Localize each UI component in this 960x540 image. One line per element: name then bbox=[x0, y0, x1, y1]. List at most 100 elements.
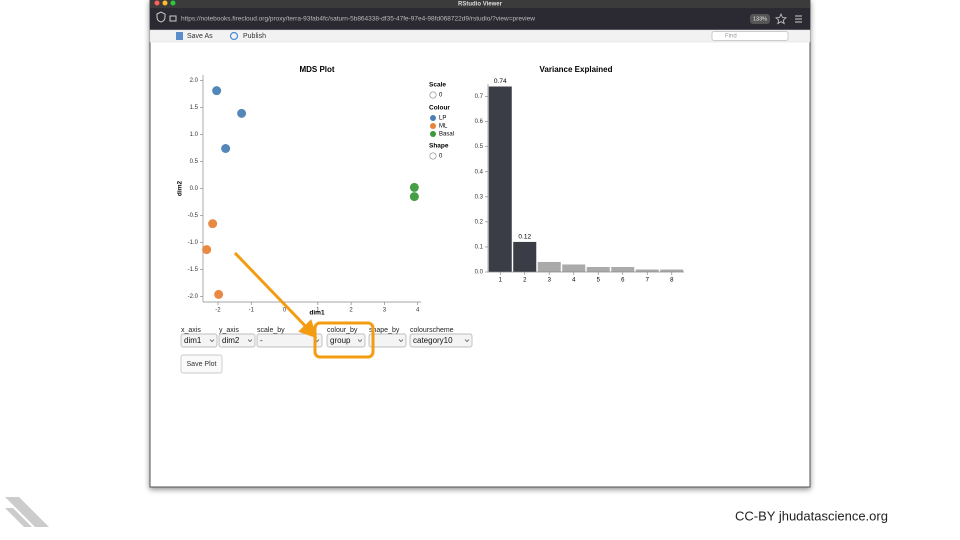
dropdown[interactable] bbox=[180, 333, 218, 348]
save-plot-label: Save Plot bbox=[187, 361, 217, 368]
mds-plot: MDS Plot 2.0 1.5 1.0 0.5 0.0 -0.5 -1.0 -1.5 -2.0 -… bbox=[177, 65, 454, 317]
legend-title: Scale bbox=[429, 82, 446, 89]
annotation-arrow bbox=[233, 251, 318, 339]
x-tick-label: 3 bbox=[548, 278, 552, 284]
menu-icon[interactable] bbox=[795, 15, 802, 23]
save-as-button[interactable]: Save As bbox=[187, 33, 213, 40]
x-tick-label: 2 bbox=[349, 308, 353, 314]
dropdown-value: dim1 bbox=[184, 336, 202, 345]
y-tick-label: 0.3 bbox=[475, 194, 484, 200]
x-tick-label: 4 bbox=[416, 308, 420, 314]
footer-credit: CC-BY jhudatascience.org bbox=[735, 508, 888, 523]
data-point bbox=[409, 192, 419, 202]
data-point bbox=[208, 219, 218, 229]
dropdown[interactable] bbox=[409, 333, 473, 348]
y-tick-label: 0.7 bbox=[475, 94, 484, 100]
viewer-toolbar bbox=[149, 29, 811, 43]
dropdown-value: group bbox=[330, 336, 351, 345]
logo bbox=[5, 497, 49, 527]
legend-symbol bbox=[429, 91, 437, 99]
data-point bbox=[214, 289, 224, 299]
x-tick-label: 1 bbox=[499, 278, 503, 284]
legend-label: 0 bbox=[439, 154, 443, 160]
data-point bbox=[202, 245, 212, 255]
data-point bbox=[237, 108, 247, 118]
bar bbox=[537, 261, 561, 272]
y-axis-label: dim2 bbox=[177, 181, 184, 197]
dropdown-arrow bbox=[209, 339, 215, 343]
y-tick-label: -0.5 bbox=[188, 213, 199, 219]
url-text[interactable]: https://notebooks.firecloud.org/proxy/te… bbox=[181, 16, 535, 23]
y-tick-label: 0.4 bbox=[475, 169, 484, 175]
window-title: RStudio Viewer bbox=[458, 2, 503, 8]
shield-icon bbox=[156, 11, 166, 23]
x-tick-label: 5 bbox=[597, 278, 601, 284]
y-tick-label: 1.5 bbox=[190, 105, 199, 111]
y-tick-label: 0.0 bbox=[475, 270, 484, 276]
zoom-button[interactable] bbox=[170, 0, 176, 6]
y-tick-label: 2.0 bbox=[190, 78, 199, 84]
control-label: shape_by bbox=[369, 327, 400, 334]
minimize-button[interactable] bbox=[162, 0, 168, 6]
legend-label: ML bbox=[439, 124, 448, 130]
bookmark-star[interactable] bbox=[775, 12, 787, 25]
find-placeholder: Find bbox=[725, 34, 737, 40]
legend-label: Basal bbox=[439, 132, 454, 138]
data-label: 0.12 bbox=[518, 234, 531, 241]
x-tick-label: 1 bbox=[316, 308, 320, 314]
data-point bbox=[212, 86, 222, 96]
save-plot-button[interactable] bbox=[180, 354, 223, 374]
lock-icon bbox=[169, 15, 177, 22]
y-tick-label: 0.1 bbox=[475, 245, 484, 251]
bar bbox=[660, 269, 684, 272]
y-tick-label: 0.5 bbox=[475, 144, 484, 150]
legend-symbol bbox=[430, 115, 436, 121]
dropdown-value: - bbox=[260, 336, 263, 345]
publish-button[interactable]: Publish bbox=[243, 33, 266, 40]
legend-label: LP bbox=[439, 116, 446, 122]
plot-title: Variance Explained bbox=[540, 65, 613, 74]
control-label: scale_by bbox=[257, 327, 285, 334]
x-tick-label: 8 bbox=[670, 278, 674, 284]
dropdown-value: category10 bbox=[413, 336, 453, 345]
data-point bbox=[221, 144, 231, 154]
y-tick-label: -1.5 bbox=[188, 267, 199, 273]
plot-title: MDS Plot bbox=[299, 65, 334, 74]
dropdown-arrow bbox=[398, 339, 404, 343]
dropdown[interactable] bbox=[218, 333, 256, 348]
highlight-box bbox=[313, 321, 375, 359]
dropdown[interactable] bbox=[368, 333, 407, 348]
control-label: y_axis bbox=[219, 327, 239, 334]
y-tick-label: 0.0 bbox=[190, 186, 199, 192]
y-tick-label: 0.2 bbox=[475, 219, 484, 225]
control-label: colourscheme bbox=[410, 327, 454, 334]
control-label: x_axis bbox=[181, 327, 201, 334]
x-tick-label: 4 bbox=[572, 278, 576, 284]
bar bbox=[635, 269, 659, 272]
legend-title: Shape bbox=[429, 143, 449, 150]
x-tick-label: 0 bbox=[283, 308, 287, 314]
zoom-level: 133% bbox=[753, 16, 767, 22]
y-tick-label: 0.6 bbox=[475, 119, 484, 125]
legend-symbol bbox=[430, 123, 436, 129]
y-tick-label: -2.0 bbox=[188, 294, 199, 300]
dropdown[interactable] bbox=[326, 333, 366, 348]
save-icon bbox=[176, 32, 183, 40]
x-tick-label: 3 bbox=[383, 308, 387, 314]
browser-window bbox=[149, 0, 811, 488]
data-point bbox=[409, 182, 419, 192]
publish-icon bbox=[229, 31, 239, 41]
bar bbox=[586, 266, 610, 272]
dropdown[interactable] bbox=[256, 333, 323, 348]
bar bbox=[611, 266, 635, 272]
x-axis-label: dim1 bbox=[309, 310, 325, 317]
title-bar bbox=[150, 0, 810, 8]
legend-symbol bbox=[429, 152, 437, 160]
close-button[interactable] bbox=[154, 0, 160, 6]
find-box[interactable] bbox=[711, 31, 789, 41]
legend-label: 0 bbox=[439, 93, 443, 99]
zoom-badge[interactable] bbox=[750, 14, 770, 24]
x-tick-label: -2 bbox=[215, 308, 221, 314]
data-label: 0.74 bbox=[494, 78, 507, 85]
